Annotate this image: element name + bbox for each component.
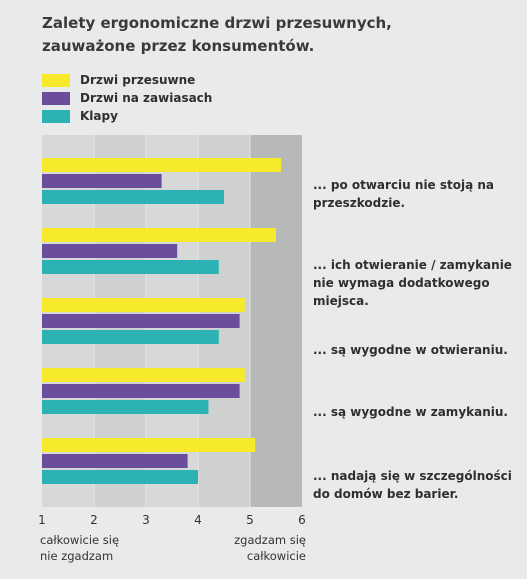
bar-drzwi-przesuwne-1 [42, 158, 281, 172]
scale-anchor-agree: zgadzam się całkowicie [222, 532, 306, 564]
scale-anchor-disagree-line-1: całkowicie się [40, 532, 119, 548]
bar-drzwi-na-zawiasach-4 [42, 384, 240, 398]
category-label-1: ... po otwarciu nie stoją na przeszkodzi… [313, 176, 518, 212]
x-tick-label-6: 6 [298, 513, 306, 527]
category-label-3: ... są wygodne w otwieraniu. [313, 341, 518, 359]
x-tick-label-3: 3 [142, 513, 150, 527]
category-label-5: ... nadają się w szczególności do domów … [313, 467, 518, 503]
bar-klapy-4 [42, 400, 208, 414]
scale-band-5 [250, 135, 302, 507]
x-tick-label-5: 5 [246, 513, 254, 527]
scale-anchor-disagree-line-2: nie zgadzam [40, 548, 119, 564]
bar-drzwi-na-zawiasach-1 [42, 174, 162, 188]
scale-anchor-agree-line-1: zgadzam się [222, 532, 306, 548]
bar-drzwi-przesuwne-4 [42, 368, 245, 382]
bar-drzwi-przesuwne-3 [42, 298, 245, 312]
x-tick-label-4: 4 [194, 513, 202, 527]
scale-anchor-agree-line-2: całkowicie [222, 548, 306, 564]
bar-klapy-2 [42, 260, 219, 274]
category-label-4: ... są wygodne w zamykaniu. [313, 403, 518, 421]
category-label-2: ... ich otwieranie / zamykanie nie wymag… [313, 256, 518, 310]
bar-drzwi-na-zawiasach-5 [42, 454, 188, 468]
bar-drzwi-przesuwne-5 [42, 438, 255, 452]
bar-klapy-5 [42, 470, 198, 484]
x-tick-label-1: 1 [38, 513, 46, 527]
bar-klapy-1 [42, 190, 224, 204]
x-tick-label-2: 2 [90, 513, 98, 527]
bar-drzwi-na-zawiasach-2 [42, 244, 177, 258]
bar-klapy-3 [42, 330, 219, 344]
scale-anchor-disagree: całkowicie się nie zgadzam [40, 532, 119, 564]
bar-drzwi-przesuwne-2 [42, 228, 276, 242]
bar-drzwi-na-zawiasach-3 [42, 314, 240, 328]
